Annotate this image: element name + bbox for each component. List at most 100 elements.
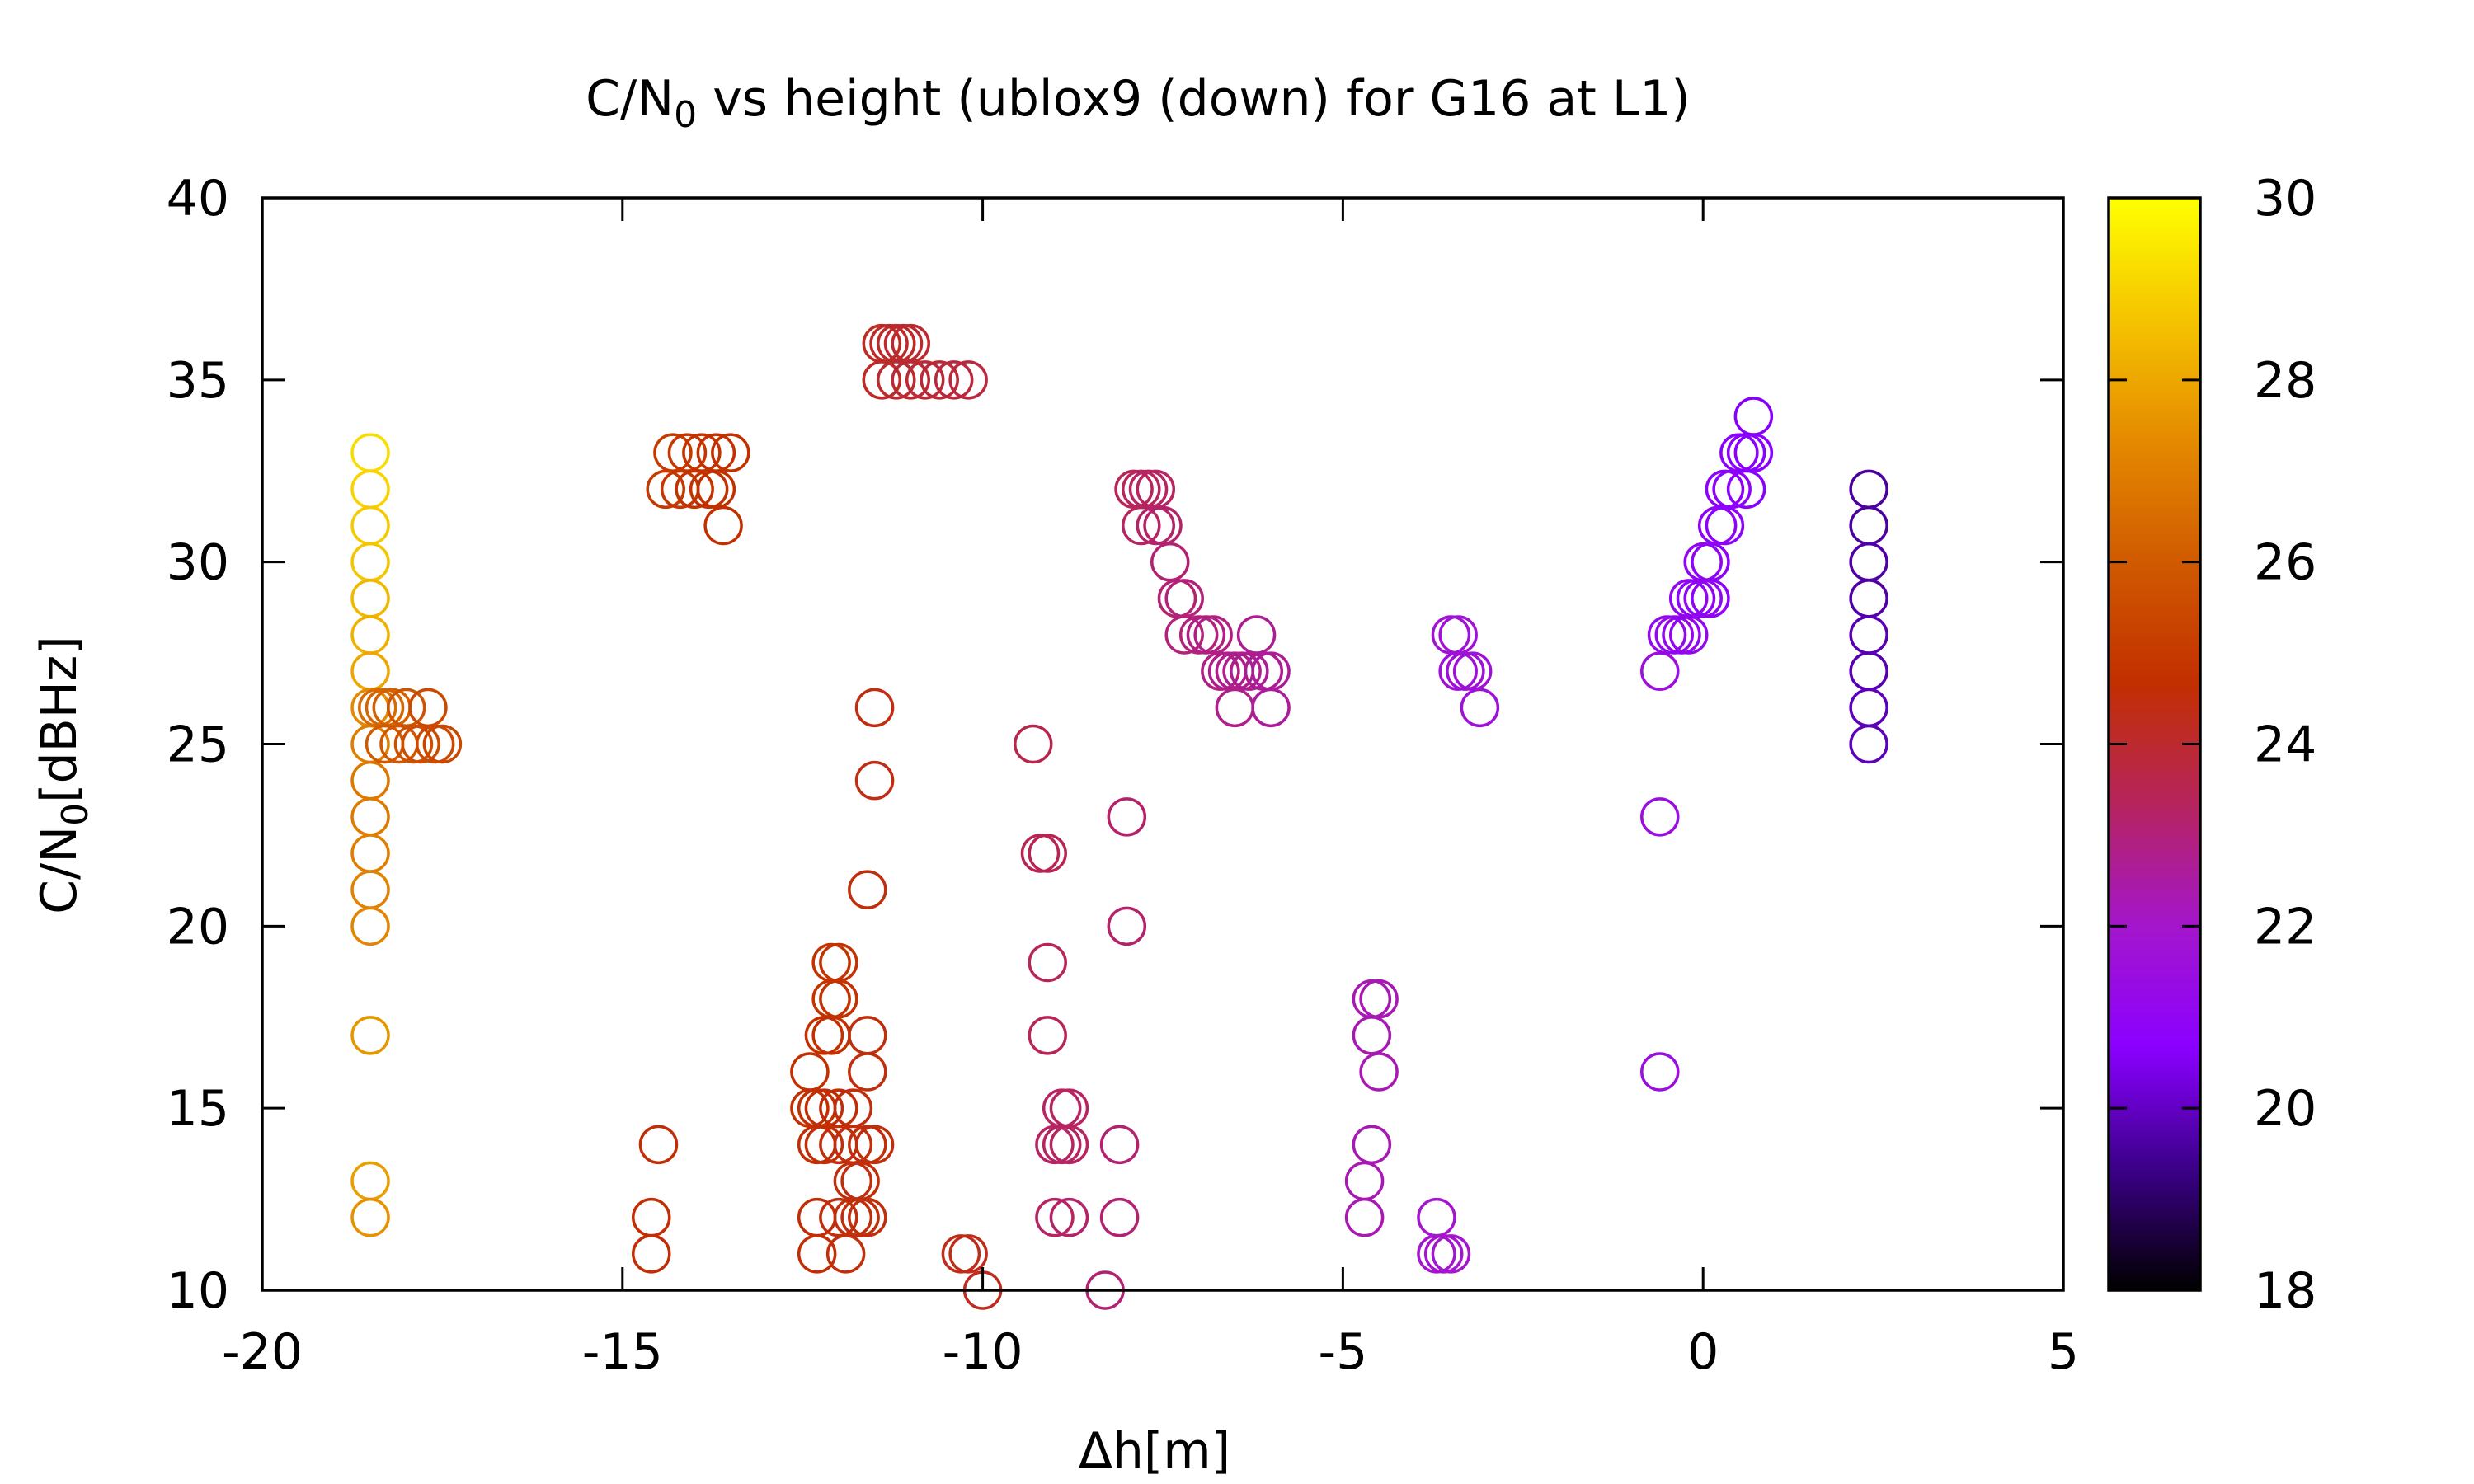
data-point <box>646 469 685 510</box>
data-point <box>408 688 448 728</box>
data-point <box>1691 542 1730 582</box>
data-point <box>1726 469 1766 510</box>
data-point <box>350 870 390 909</box>
data-point <box>1099 1197 1140 1237</box>
data-point <box>1705 469 1745 510</box>
data-point <box>350 760 390 801</box>
data-point <box>1236 615 1277 655</box>
data-point <box>1193 615 1233 655</box>
x-tick-label: 5 <box>2048 1323 2079 1381</box>
data-point <box>833 1161 873 1201</box>
y-axis-label: C/N0[dBHz] <box>31 636 96 914</box>
data-point <box>1849 469 1888 510</box>
y-axis-label-main: C/N <box>31 826 88 914</box>
data-point <box>1683 542 1723 582</box>
data-point <box>854 1125 895 1165</box>
data-point <box>811 979 851 1019</box>
data-point <box>848 1197 887 1237</box>
data-point <box>1014 724 1053 764</box>
data-point <box>350 906 390 946</box>
data-point <box>1438 615 1478 655</box>
data-point <box>1417 1197 1456 1237</box>
data-point <box>797 1088 837 1128</box>
data-point <box>1691 579 1730 618</box>
data-point <box>819 942 858 983</box>
data-point <box>1423 1234 1464 1274</box>
colorbar-tick-label: 22 <box>2254 898 2316 956</box>
data-point <box>840 1161 880 1201</box>
data-point <box>1107 797 1147 837</box>
data-point <box>711 433 750 472</box>
y-tick-label: 20 <box>167 898 229 956</box>
data-point <box>1640 1052 1680 1092</box>
data-point <box>703 505 743 546</box>
data-point <box>1452 651 1493 691</box>
data-point <box>1143 505 1183 546</box>
data-point <box>1705 505 1745 546</box>
data-point <box>350 797 390 837</box>
plot-frame <box>261 196 2065 1292</box>
data-point <box>862 360 902 400</box>
data-point <box>797 1234 837 1274</box>
data-point <box>631 1197 671 1237</box>
data-point <box>1164 579 1204 618</box>
data-point <box>350 542 390 582</box>
data-point <box>1344 1161 1385 1201</box>
x-tick-label: -15 <box>582 1323 663 1381</box>
data-point <box>825 1234 866 1274</box>
axes: -20 -15 -10 -5 0 5 10 15 20 25 30 35 40 <box>167 170 2079 1381</box>
data-point <box>1049 1197 1089 1237</box>
data-point <box>854 760 895 801</box>
y-tick-label: 40 <box>167 170 229 228</box>
data-point <box>653 433 693 472</box>
data-point <box>1849 505 1888 546</box>
data-point <box>797 1125 837 1165</box>
data-point <box>1431 615 1471 655</box>
data-point <box>350 1197 390 1237</box>
data-point <box>1215 688 1255 728</box>
data-point <box>386 688 426 728</box>
data-point <box>422 724 463 764</box>
chart-title: C/N0 vs height (ublox9 (down) for G16 at… <box>586 70 1691 136</box>
data-point <box>797 1197 837 1237</box>
colorbar-tick-label: 26 <box>2254 534 2316 592</box>
data-point <box>790 1052 830 1092</box>
data-point <box>1849 688 1888 728</box>
data-point <box>1726 433 1766 472</box>
data-point <box>401 724 440 764</box>
colorbar-tick-label: 28 <box>2254 352 2316 410</box>
data-point <box>1042 1125 1082 1165</box>
data-point <box>1028 834 1067 873</box>
data-point <box>1251 688 1291 728</box>
data-point <box>877 360 916 400</box>
data-point <box>1122 505 1161 546</box>
data-point <box>854 688 895 728</box>
data-point <box>1028 942 1067 983</box>
data-point <box>840 1197 880 1237</box>
x-tick-label: -10 <box>943 1323 1023 1381</box>
data-point <box>667 433 708 472</box>
data-point <box>1640 797 1680 837</box>
data-point <box>1849 579 1888 618</box>
data-point <box>682 433 722 472</box>
data-point <box>1352 979 1392 1019</box>
data-point <box>1460 688 1500 728</box>
y-tick-label: 30 <box>167 534 229 592</box>
data-point <box>350 834 390 873</box>
data-point <box>948 1234 988 1274</box>
data-point <box>1186 615 1226 655</box>
data-point <box>675 469 714 510</box>
data-point <box>848 870 887 909</box>
data-point <box>350 433 390 472</box>
data-point <box>948 360 988 400</box>
data-point <box>1251 651 1291 691</box>
y-tick-label: 10 <box>167 1262 229 1320</box>
data-point <box>804 1125 844 1165</box>
data-point <box>1164 615 1204 655</box>
y-axis-label-rest: [dBHz] <box>31 636 88 803</box>
y-axis-label-subscript: 0 <box>54 803 96 826</box>
data-point <box>819 1197 858 1237</box>
data-point <box>1849 724 1888 764</box>
data-point <box>804 1016 844 1055</box>
data-point <box>696 469 736 510</box>
